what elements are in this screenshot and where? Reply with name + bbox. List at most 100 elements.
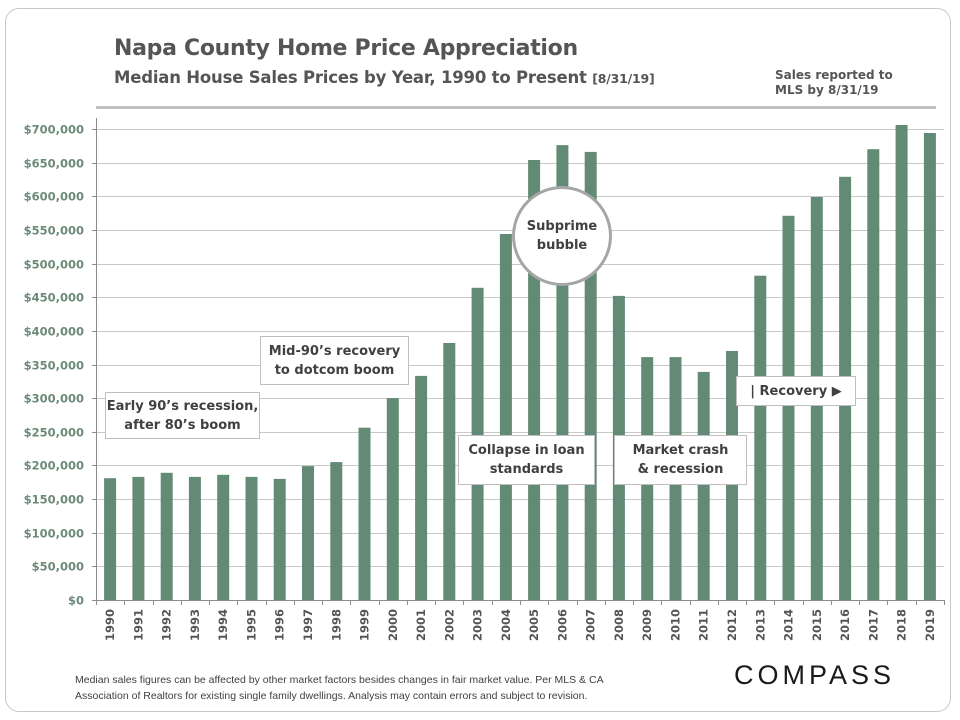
bar-2000	[386, 398, 399, 600]
x-tick-label: 2003	[471, 609, 485, 641]
x-tick-label: 2012	[725, 609, 739, 641]
x-tick-label: 2019	[923, 609, 937, 641]
y-tick-label: $200,000	[24, 459, 84, 473]
y-tick-label: $300,000	[24, 392, 84, 406]
annotation-market-crash: Market crash & recession	[614, 435, 747, 485]
y-tick-label: $250,000	[24, 426, 84, 440]
annotation-text: Subprime	[526, 219, 598, 234]
x-tick-label: 2018	[895, 609, 909, 641]
y-tick-label: $600,000	[24, 190, 84, 204]
x-tick-label: 2011	[697, 609, 711, 641]
annotation-text: Collapse in loan	[468, 443, 585, 458]
x-tick-label: 2010	[669, 609, 683, 641]
note-line-2: MLS by 8/31/19	[775, 83, 879, 97]
x-tick-label: 2015	[810, 609, 824, 641]
x-tick-label: 1998	[329, 609, 343, 641]
disclaimer-line-1: Median sales figures can be affected by …	[75, 674, 604, 686]
subtitle-text: Median House Sales Prices by Year, 1990 …	[114, 68, 587, 87]
x-tick-label: 2013	[753, 609, 767, 641]
bar-2002	[443, 343, 456, 600]
bar-2017	[867, 149, 880, 600]
subtitle-date: [8/31/19]	[592, 71, 655, 86]
bar-1999	[358, 427, 371, 600]
y-tick-label: $450,000	[24, 291, 84, 305]
annotation-collapse: Collapse in loan standards	[458, 435, 595, 485]
bar-1996	[273, 478, 286, 600]
x-tick-label: 2008	[612, 609, 626, 641]
x-tick-label: 2014	[782, 609, 796, 641]
annotation-text: Market crash	[632, 443, 729, 458]
bar-1992	[160, 472, 173, 600]
x-tick-label: 1999	[358, 609, 372, 641]
x-tick-label: 1992	[160, 609, 174, 641]
x-tick-label: 2005	[527, 609, 541, 641]
y-tick-labels: $0 $50,000 $100,000 $150,000 $200,000 $250,00…	[24, 123, 84, 608]
bar-2014	[782, 215, 795, 601]
y-tick-label: $100,000	[24, 527, 84, 541]
bar-1998	[330, 462, 343, 600]
bar-1997	[302, 466, 314, 600]
annotation-text: bubble	[536, 238, 588, 253]
bar-2018	[895, 125, 908, 600]
x-tick-label: 2004	[499, 609, 513, 641]
bar-1995	[245, 476, 258, 600]
chart-subtitle: Median House Sales Prices by Year, 1990 …	[114, 68, 655, 87]
slide-frame	[5, 8, 951, 712]
bar-1991	[132, 476, 145, 600]
bars	[104, 125, 936, 601]
x-tick-label: 2017	[866, 609, 880, 641]
x-tick-label: 1991	[131, 609, 145, 641]
bar-2004	[499, 234, 512, 600]
annotation-text: to dotcom boom	[274, 362, 395, 378]
x-tick-label: 1994	[216, 609, 230, 641]
x-tick-label: 1996	[273, 609, 287, 641]
x-tick-label: 2002	[442, 609, 456, 641]
y-tick-label: $550,000	[24, 224, 84, 238]
axes	[92, 118, 945, 605]
y-tick-label: $400,000	[24, 325, 84, 339]
compass-logo: COMPASS	[734, 660, 896, 690]
x-tick-label: 2000	[386, 609, 400, 641]
y-tick-label: $50,000	[32, 560, 84, 574]
bar-2001	[415, 375, 428, 600]
bar-1990	[104, 478, 117, 600]
y-tick-label: $650,000	[24, 157, 84, 171]
note-line-1: Sales reported to	[775, 68, 893, 82]
x-tick-labels: 1990 1991 1992 1993 1994 1995 1996 1997 1998 1999…	[103, 609, 937, 641]
y-tick-label: $150,000	[24, 493, 84, 507]
bar-2013	[754, 275, 767, 600]
x-tick-label: 1995	[245, 609, 259, 641]
y-tick-label: $700,000	[24, 123, 84, 137]
title-divider	[96, 106, 936, 109]
annotation-early-90s: Early 90’s recession, after 80’s boom	[105, 392, 260, 439]
annotation-recovery: | Recovery ▶	[736, 376, 856, 406]
x-tick-label: 2009	[640, 609, 654, 641]
x-tick-label: 2016	[838, 609, 852, 641]
x-tick-label: 1990	[103, 609, 117, 641]
annotation-text: Early 90’s recession,	[106, 398, 259, 414]
bar-1993	[188, 476, 201, 600]
disclaimer: Median sales figures can be affected by …	[75, 672, 604, 704]
annotation-text: standards	[489, 462, 564, 477]
disclaimer-line-2: Association of Realtors for existing sin…	[75, 690, 588, 702]
y-tick-label: $350,000	[24, 359, 84, 373]
annotation-subprime-bubble: Subprime bubble	[512, 186, 612, 286]
bar-2011	[697, 371, 710, 600]
x-tick-label: 2007	[584, 609, 598, 641]
y-tick-label: $0	[68, 594, 84, 608]
annotation-text: | Recovery ▶	[750, 383, 842, 399]
sales-reported-note: Sales reported to MLS by 8/31/19	[775, 68, 893, 98]
x-tick-label: 1997	[301, 609, 315, 641]
bar-1994	[217, 474, 230, 600]
annotation-text: after 80’s boom	[124, 417, 241, 433]
x-tick-label: 1993	[188, 609, 202, 641]
chart-title: Napa County Home Price Appreciation	[114, 36, 578, 61]
x-tick-label: 2001	[414, 609, 428, 641]
annotation-mid-90s: Mid-90’s recovery to dotcom boom	[260, 336, 409, 385]
x-tick-label: 2006	[555, 609, 569, 641]
annotation-text: Mid-90’s recovery	[268, 343, 401, 359]
y-tick-label: $500,000	[24, 258, 84, 272]
bar-2019	[923, 133, 936, 600]
annotation-text: & recession	[637, 462, 724, 477]
